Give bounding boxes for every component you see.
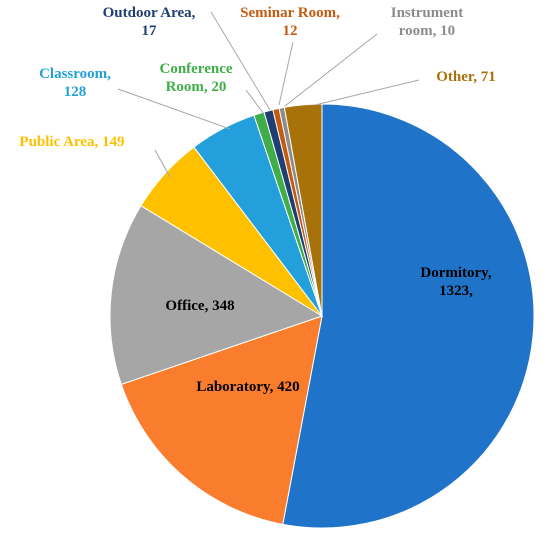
slice-office	[109, 205, 324, 385]
slice-dormitory	[282, 103, 535, 529]
leader-line-conference-room	[245, 89, 265, 115]
label-public-area: Public Area, 149	[19, 134, 124, 150]
label-conference-room: Conference Room, 20	[159, 61, 232, 95]
leader-line-outdoor-area	[210, 11, 271, 111]
label-line: Instrument	[391, 5, 464, 21]
label-line: Classroom,	[39, 66, 111, 82]
leader-line-instrument-room	[284, 33, 378, 107]
label-line: Room, 20	[166, 79, 227, 95]
slice-laboratory	[120, 315, 323, 525]
pie-labels: Dormitory, 1323, Laboratory, 420 Office, 34…	[19, 5, 495, 395]
label-office: Office, 348	[165, 298, 234, 314]
label-laboratory: Laboratory, 420	[196, 379, 299, 395]
label-line: 128	[64, 84, 87, 100]
label-line: Outdoor Area,	[103, 5, 196, 21]
label-seminar-room: Seminar Room, 12	[240, 5, 340, 39]
leader-line-public-area	[154, 149, 171, 178]
label-line: Seminar Room,	[240, 5, 340, 21]
leader-line-classroom	[117, 88, 231, 130]
leader-line-other	[314, 79, 420, 106]
label-line: Other, 71	[436, 69, 495, 85]
label-line: 1323,	[439, 283, 473, 299]
label-classroom: Classroom, 128	[39, 66, 111, 100]
label-line: Office, 348	[165, 298, 234, 314]
label-line: room, 10	[399, 23, 455, 39]
label-line: Conference	[159, 61, 232, 77]
label-other: Other, 71	[436, 69, 495, 85]
label-instrument-room: Instrument room, 10	[391, 5, 464, 39]
label-line: Public Area, 149	[19, 134, 124, 150]
label-dormitory: Dormitory, 1323,	[420, 265, 491, 299]
label-line: Laboratory, 420	[196, 379, 299, 395]
leader-line-seminar-room	[278, 41, 294, 106]
label-line: 17	[142, 23, 158, 39]
label-line: Dormitory,	[420, 265, 491, 281]
slice-other	[283, 103, 323, 317]
label-outdoor-area: Outdoor Area, 17	[103, 5, 196, 39]
pie-slices	[109, 103, 535, 529]
label-line: 12	[283, 23, 298, 39]
